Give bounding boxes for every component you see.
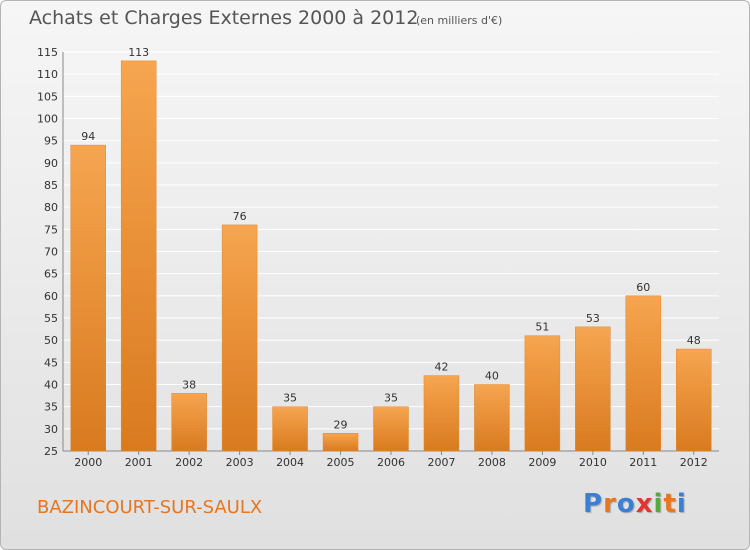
bar [221, 224, 258, 452]
x-tick-label: 2010 [579, 456, 607, 469]
y-tick-label: 90 [44, 157, 58, 170]
bar [474, 384, 510, 452]
data-label: 29 [334, 418, 348, 431]
brand-letter: x [635, 489, 654, 519]
brand-letter: i [653, 489, 664, 519]
y-tick-label: 105 [37, 90, 58, 103]
data-label: 48 [687, 334, 701, 347]
x-tick-label: 2012 [680, 456, 708, 469]
brand-letter: P [583, 489, 604, 519]
commune-name: BAZINCOURT-SUR-SAULX [37, 497, 263, 518]
y-tick-label: 85 [44, 179, 58, 192]
bar [120, 60, 157, 452]
y-tick-label: 75 [44, 223, 58, 236]
data-label: 53 [586, 312, 600, 325]
x-tick-label: 2009 [528, 456, 556, 469]
x-tick-label: 2003 [226, 456, 254, 469]
y-tick-label: 115 [37, 46, 58, 59]
data-label: 35 [283, 392, 297, 405]
data-label: 35 [384, 392, 398, 405]
bar [322, 433, 359, 452]
y-tick-label: 30 [44, 423, 58, 436]
data-label: 42 [434, 361, 448, 374]
bar [524, 335, 561, 452]
y-tick-label: 35 [44, 401, 58, 414]
y-tick-label: 80 [44, 201, 58, 214]
y-tick-label: 45 [44, 356, 58, 369]
x-tick-label: 2001 [125, 456, 153, 469]
bar [373, 406, 409, 452]
y-tick-label: 25 [44, 445, 58, 458]
brand-letter: o [616, 489, 636, 519]
chart-subtitle: (en milliers d'€) [416, 14, 503, 27]
data-label: 76 [233, 210, 247, 223]
x-tick-label: 2007 [427, 456, 455, 469]
data-label: 51 [535, 321, 549, 334]
data-label: 40 [485, 370, 499, 383]
data-label: 94 [81, 130, 95, 143]
data-label: 38 [182, 378, 196, 391]
brand-letter: r [603, 489, 617, 519]
brand-letter: i [676, 489, 687, 519]
y-tick-label: 95 [44, 135, 58, 148]
x-tick-label: 2006 [377, 456, 405, 469]
y-tick-label: 60 [44, 290, 58, 303]
bar [272, 406, 308, 452]
bar [171, 393, 207, 452]
bar [70, 144, 106, 452]
data-label: 113 [128, 46, 149, 59]
y-tick-label: 55 [44, 312, 58, 325]
y-tick-label: 50 [44, 334, 58, 347]
x-tick-label: 2011 [629, 456, 657, 469]
x-tick-label: 2005 [327, 456, 355, 469]
data-label: 60 [636, 281, 650, 294]
y-tick-label: 110 [37, 68, 58, 81]
chart-title: Achats et Charges Externes 2000 à 2012 [29, 7, 419, 29]
x-tick-label: 2004 [276, 456, 304, 469]
bar [625, 295, 662, 452]
x-tick-label: 2000 [74, 456, 102, 469]
bar [676, 348, 712, 452]
bar [423, 375, 460, 452]
x-tick-label: 2002 [175, 456, 203, 469]
y-tick-label: 65 [44, 268, 58, 281]
y-tick-label: 70 [44, 246, 58, 259]
y-tick-label: 100 [37, 113, 58, 126]
brand-letter: t [663, 489, 677, 519]
y-tick-label: 40 [44, 379, 58, 392]
bar [575, 326, 611, 452]
proxiti-logo[interactable]: Proxiti [583, 489, 687, 519]
x-tick-label: 2008 [478, 456, 506, 469]
